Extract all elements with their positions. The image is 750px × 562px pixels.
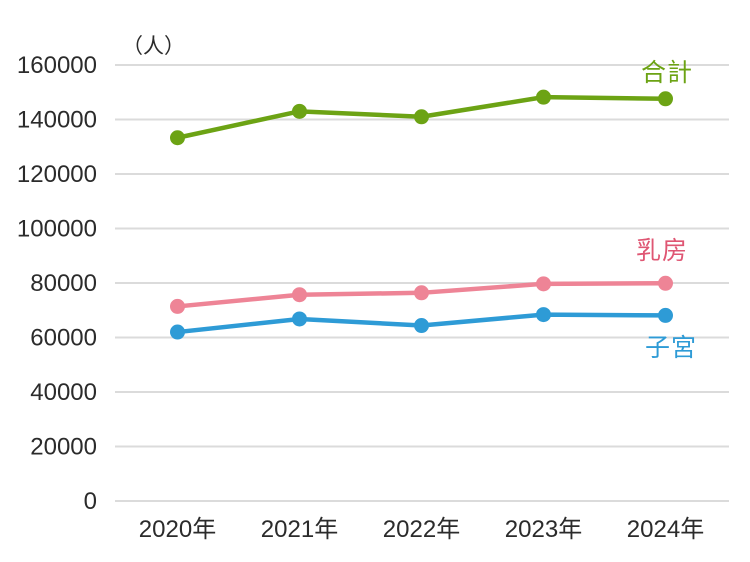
y-tick-label: 0: [84, 488, 97, 515]
y-tick-label: 40000: [30, 379, 97, 406]
series-label-total: 合計: [641, 59, 694, 87]
data-point: [170, 130, 185, 146]
data-point: [170, 298, 185, 314]
data-point: [658, 275, 673, 291]
y-tick-label: 100000: [17, 216, 97, 243]
data-point: [414, 285, 429, 301]
x-tick-label: 2022年: [383, 516, 460, 543]
data-point: [536, 276, 551, 292]
data-point: [536, 89, 551, 105]
data-point: [414, 318, 429, 334]
series-label-breast: 乳房: [636, 237, 689, 265]
y-tick-label: 160000: [17, 52, 97, 79]
data-point: [292, 311, 307, 327]
y-tick-label: 60000: [30, 325, 97, 352]
data-point: [292, 103, 307, 119]
data-point: [658, 91, 673, 107]
y-tick-label: 20000: [30, 434, 97, 461]
y-axis-unit-label: （人）: [122, 35, 185, 58]
data-point: [170, 324, 185, 340]
x-tick-label: 2020年: [139, 516, 216, 543]
y-tick-label: 80000: [30, 270, 97, 297]
data-point: [658, 307, 673, 323]
series-label-uterus: 子宮: [645, 334, 698, 362]
y-tick-label: 120000: [17, 161, 97, 188]
y-tick-label: 140000: [17, 107, 97, 134]
data-point: [536, 307, 551, 323]
x-tick-label: 2023年: [505, 516, 582, 543]
data-point: [414, 109, 429, 125]
data-point: [292, 287, 307, 303]
x-tick-label: 2024年: [627, 516, 704, 543]
x-tick-label: 2021年: [261, 516, 338, 543]
